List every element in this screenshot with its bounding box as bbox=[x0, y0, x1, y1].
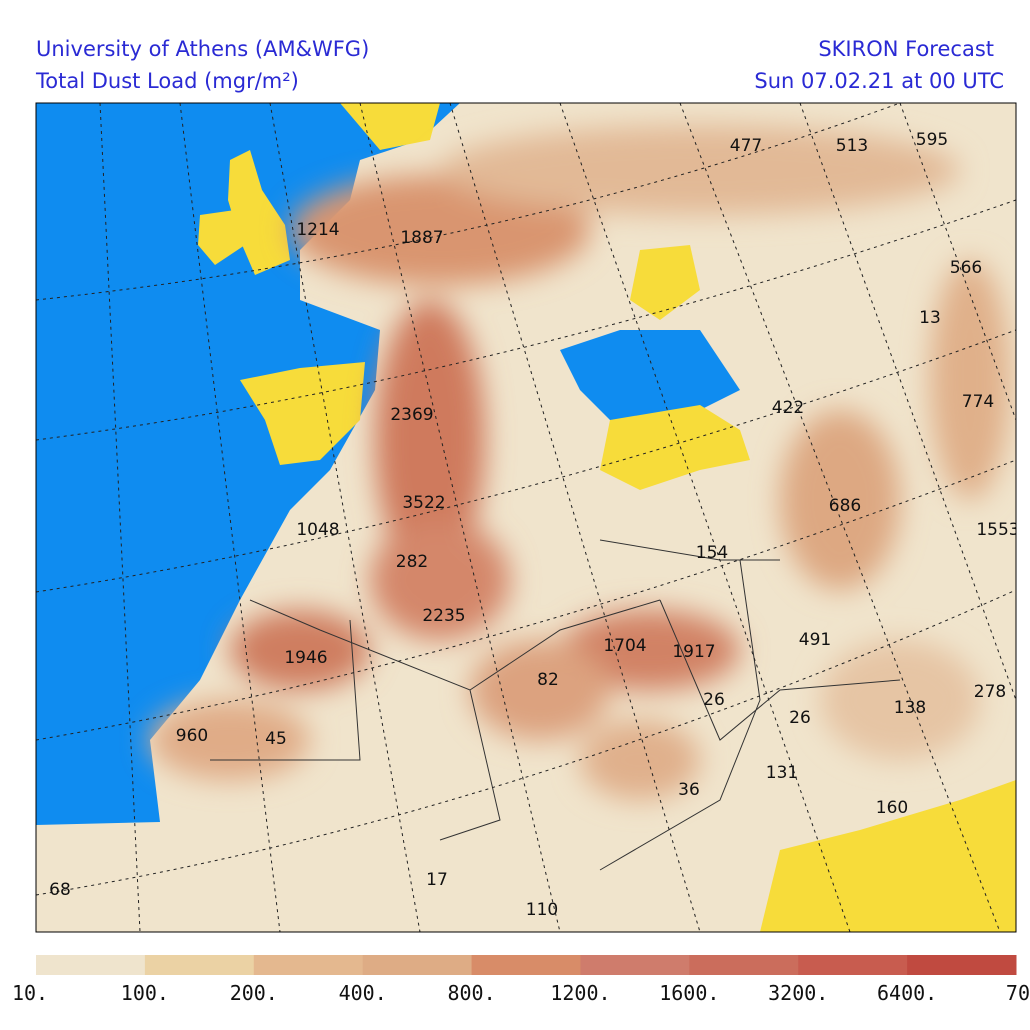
map-label: 110 bbox=[526, 900, 558, 920]
iberia bbox=[240, 362, 365, 465]
map-label: 68 bbox=[49, 880, 71, 900]
colorbar-box bbox=[689, 955, 799, 975]
map-label: 138 bbox=[894, 698, 926, 718]
dust-plume bbox=[150, 125, 1010, 800]
colorbar-box bbox=[907, 955, 1017, 975]
header-time: Sun 07.02.21 at 00 UTC bbox=[754, 69, 1004, 93]
map-label: 278 bbox=[974, 682, 1006, 702]
colorbar-label: 1200. bbox=[550, 981, 610, 1005]
map-label: 17 bbox=[426, 870, 448, 890]
map-label: 26 bbox=[703, 690, 725, 710]
header-variable: Total Dust Load (mgr/m²) bbox=[35, 69, 299, 93]
map-label: 45 bbox=[265, 729, 287, 749]
colorbar: 10. 100. 200. 400. 800. 1200. 1600. 3200. 6400. 7… bbox=[12, 955, 1030, 1005]
header-institution: University of Athens (AM&WFG) bbox=[36, 37, 369, 61]
map-label: 513 bbox=[836, 136, 868, 156]
header-model: SKIRON Forecast bbox=[818, 37, 994, 61]
colorbar-label: 800. bbox=[447, 981, 495, 1005]
anatolia-yellow bbox=[630, 245, 700, 320]
colorbar-box bbox=[144, 955, 255, 975]
colorbar-box bbox=[580, 955, 690, 975]
scandinavia bbox=[340, 103, 440, 150]
map-label: 1048 bbox=[296, 520, 339, 540]
colorbar-label: 7000 bbox=[1006, 981, 1030, 1005]
colorbar-box bbox=[471, 955, 581, 975]
colorbar-label: 200. bbox=[230, 981, 278, 1005]
colorbar-label: 400. bbox=[339, 981, 387, 1005]
map-label: 1946 bbox=[284, 648, 327, 668]
map-label: 82 bbox=[537, 670, 559, 690]
graticule bbox=[36, 103, 1016, 932]
colorbar-box bbox=[36, 955, 146, 975]
map-label: 2235 bbox=[422, 606, 465, 626]
desert-yellow bbox=[600, 405, 750, 490]
colorbar-box bbox=[798, 955, 908, 975]
map-label: 154 bbox=[696, 543, 728, 563]
map-label: 13 bbox=[919, 308, 941, 328]
map-label: 131 bbox=[766, 763, 798, 783]
map-label: 1917 bbox=[672, 642, 715, 662]
map-label: 36 bbox=[678, 780, 700, 800]
map-label: 686 bbox=[829, 496, 861, 516]
map-label: 1887 bbox=[400, 228, 443, 248]
map-label: 2369 bbox=[390, 405, 433, 425]
ireland bbox=[198, 210, 245, 265]
colorbar-label: 100. bbox=[121, 981, 169, 1005]
map-label: 1214 bbox=[296, 220, 339, 240]
map-label: 960 bbox=[176, 726, 208, 746]
africa-south-yellow bbox=[760, 780, 1016, 932]
mediterranean-east bbox=[560, 330, 740, 420]
borders bbox=[210, 539, 901, 871]
colorbar-label: 10. bbox=[12, 981, 48, 1005]
map-area: 477 513 595 1214 1887 566 13 774 422 236… bbox=[36, 103, 1019, 932]
map-label: 160 bbox=[876, 798, 908, 818]
map-label: 491 bbox=[799, 630, 831, 650]
map-label: 477 bbox=[730, 136, 762, 156]
colorbar-label: 1600. bbox=[659, 981, 719, 1005]
map-labels: 477 513 595 1214 1887 566 13 774 422 236… bbox=[49, 130, 1019, 920]
map-frame bbox=[35, 102, 1017, 933]
map-label: 282 bbox=[396, 552, 428, 572]
map-label: 1704 bbox=[603, 636, 646, 656]
map-label: 422 bbox=[772, 398, 804, 418]
map-label: 1553 bbox=[976, 520, 1019, 540]
colorbar-label: 6400. bbox=[877, 981, 937, 1005]
map-label: 595 bbox=[916, 130, 948, 150]
map-label: 3522 bbox=[402, 493, 445, 513]
colorbar-box bbox=[362, 955, 473, 975]
map-label: 566 bbox=[950, 258, 982, 278]
map-label: 774 bbox=[962, 392, 994, 412]
map-label: 26 bbox=[789, 708, 811, 728]
colorbar-label: 3200. bbox=[768, 981, 828, 1005]
colorbar-box bbox=[253, 955, 364, 975]
